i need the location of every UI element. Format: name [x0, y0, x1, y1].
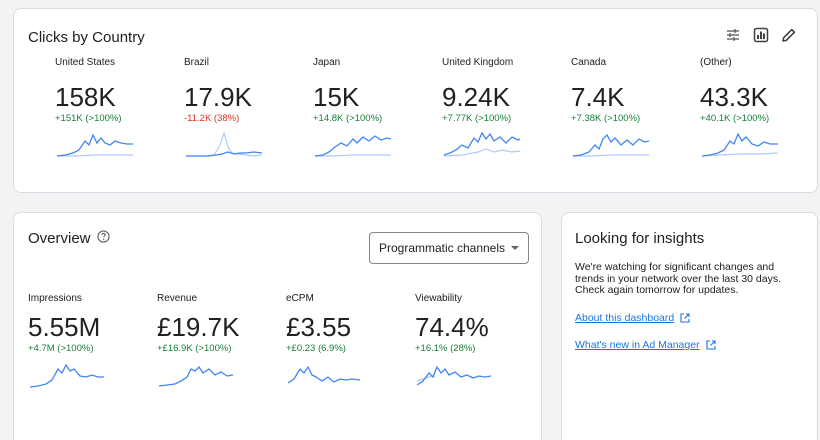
- dropdown-label: Programmatic channels: [378, 241, 506, 255]
- country-label: Japan: [313, 57, 341, 68]
- metric-label: Impressions: [28, 293, 82, 304]
- country-label: (Other): [700, 57, 732, 68]
- about-dashboard-link[interactable]: About this dashboard: [575, 312, 690, 324]
- country-delta: +7.38K (>100%): [571, 113, 641, 124]
- country-metric-brazil[interactable]: Brazil 17.9K -11.2K (38%): [184, 57, 274, 157]
- sparkline: [416, 365, 492, 386]
- link-label: About this dashboard: [575, 312, 675, 324]
- sparkline: [56, 133, 133, 157]
- insights-card: Looking for insights We're watching for …: [561, 212, 818, 440]
- sparkline: [314, 135, 392, 157]
- help-circle-icon[interactable]: [96, 230, 110, 247]
- overview-card: Overview Programmatic channels Impressio…: [13, 212, 542, 440]
- dropdown-caret-icon: [511, 246, 520, 250]
- country-value: 7.4K: [571, 82, 625, 112]
- country-metric-other[interactable]: (Other) 43.3K +40.1K (>100%): [700, 57, 790, 157]
- country-value: 43.3K: [700, 82, 768, 112]
- sparkline: [287, 365, 361, 384]
- overview-metric-revenue[interactable]: Revenue £19.7K +£16.9K (>100%): [157, 293, 247, 387]
- metric-delta: +4.7M (>100%): [28, 343, 94, 354]
- metric-label: Revenue: [157, 293, 198, 304]
- country-label: Brazil: [184, 57, 210, 68]
- country-metric-canada[interactable]: Canada 7.4K +7.38K (>100%): [571, 57, 661, 157]
- metric-value: 74.4%: [415, 312, 489, 342]
- clicks-card-title: Clicks by Country: [28, 29, 145, 46]
- external-link-icon: [680, 313, 690, 323]
- sparkline: [443, 131, 521, 157]
- country-metric-united-states[interactable]: United States 158K +151K (>100%): [55, 57, 145, 157]
- metric-delta: +£0.23 (6.9%): [286, 343, 346, 354]
- programmatic-channels-dropdown[interactable]: Programmatic channels: [369, 232, 529, 264]
- country-label: United States: [55, 57, 116, 68]
- overview-metric-viewability[interactable]: Viewability 74.4% +16.1% (28%): [415, 293, 505, 386]
- sparkline: [29, 363, 104, 388]
- country-delta: +151K (>100%): [55, 113, 122, 124]
- country-metric-japan[interactable]: Japan 15K +14.8K (>100%): [313, 57, 403, 157]
- insights-title: Looking for insights: [575, 230, 705, 247]
- country-metric-united-kingdom[interactable]: United Kingdom 9.24K +7.77K (>100%): [442, 57, 532, 157]
- sparkline: [701, 132, 779, 157]
- metric-delta: +16.1% (28%): [415, 343, 476, 354]
- overview-title-text: Overview: [28, 230, 91, 247]
- country-delta: +7.77K (>100%): [442, 113, 512, 124]
- insights-body-text: We're watching for significant changes a…: [575, 261, 782, 296]
- link-label: What's new in Ad Manager: [575, 339, 700, 351]
- metric-value: £19.7K: [157, 312, 240, 342]
- overview-metric-ecpm[interactable]: eCPM £3.55 +£0.23 (6.9%): [286, 293, 376, 384]
- overview-metric-impressions[interactable]: Impressions 5.55M +4.7M (>100%): [28, 293, 118, 388]
- sparkline: [158, 365, 234, 387]
- metric-value: 5.55M: [28, 312, 101, 342]
- metric-value: £3.55: [286, 312, 352, 342]
- country-value: 17.9K: [184, 82, 252, 112]
- whats-new-link[interactable]: What's new in Ad Manager: [575, 339, 716, 351]
- chart-toggle-icon[interactable]: [753, 27, 769, 43]
- country-delta: +14.8K (>100%): [313, 113, 383, 124]
- country-label: United Kingdom: [442, 57, 514, 68]
- country-delta: -11.2K (38%): [184, 113, 240, 124]
- metric-label: eCPM: [286, 293, 314, 304]
- country-value: 15K: [313, 82, 360, 112]
- country-value: 158K: [55, 82, 116, 112]
- metric-delta: +£16.9K (>100%): [157, 343, 232, 354]
- country-label: Canada: [571, 57, 607, 68]
- country-delta: +40.1K (>100%): [700, 113, 770, 124]
- external-link-icon: [706, 340, 716, 350]
- card-toolbar: [725, 27, 797, 43]
- clicks-by-country-card: Clicks by Country United States 158K +15…: [13, 8, 818, 193]
- metric-label: Viewability: [415, 293, 463, 304]
- filter-sliders-icon[interactable]: [725, 27, 741, 43]
- overview-title: Overview: [28, 230, 110, 247]
- sparkline: [186, 130, 263, 157]
- country-value: 9.24K: [442, 82, 510, 112]
- sparkline: [572, 133, 650, 157]
- edit-pencil-icon[interactable]: [781, 27, 797, 43]
